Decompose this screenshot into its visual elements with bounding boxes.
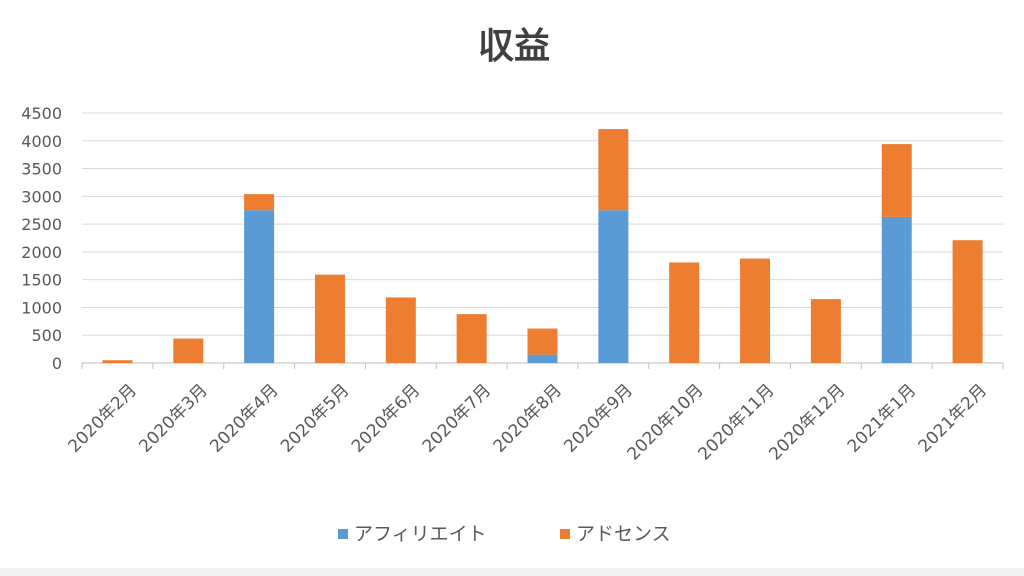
bottom-divider <box>0 568 1024 576</box>
bar-segment <box>385 297 416 363</box>
x-tick-label: 2020年5月 <box>277 380 353 456</box>
y-axis-ticks: 0 500 1000 1500 2000 2500 3000 3500 4000 4500 <box>21 104 62 373</box>
bar-segment <box>952 240 983 363</box>
bar-segment <box>314 274 345 363</box>
x-tick-label: 2020年8月 <box>490 380 566 456</box>
chart-title: 収益 <box>478 26 550 67</box>
bars <box>102 129 983 363</box>
bar-segment <box>669 262 700 363</box>
x-tick-label: 2020年9月 <box>560 380 636 456</box>
x-tick-label: 2020年6月 <box>348 380 424 456</box>
x-axis-ticks: 2020年2月2020年3月2020年4月2020年5月2020年6月2020年… <box>65 380 992 464</box>
bar-segment <box>456 314 487 363</box>
bar-segment <box>598 129 629 211</box>
x-tick-label: 2020年4月 <box>206 380 282 456</box>
y-tick-label: 500 <box>31 326 62 345</box>
x-tick-label: 2021年2月 <box>915 380 991 456</box>
bar-segment <box>527 354 558 363</box>
y-tick-label: 4000 <box>21 132 62 151</box>
x-tick-label: 2020年2月 <box>65 380 141 456</box>
bar-segment <box>740 258 771 363</box>
legend-label: アフィリエイト <box>354 523 487 545</box>
x-tick-label: 2020年7月 <box>419 380 495 456</box>
bar-segment <box>810 299 841 363</box>
bar-segment <box>598 210 629 363</box>
y-tick-label: 4500 <box>21 104 62 123</box>
y-tick-label: 3000 <box>21 187 62 206</box>
bar-segment <box>173 338 204 363</box>
bar-segment <box>527 328 558 355</box>
x-tick-label: 2020年12月 <box>765 380 849 464</box>
x-tick-label: 2020年3月 <box>135 380 211 456</box>
y-tick-label: 2000 <box>21 243 62 262</box>
legend-label: アドセンス <box>576 523 671 545</box>
bar-segment <box>102 360 133 363</box>
y-tick-label: 1500 <box>21 271 62 290</box>
bar-segment <box>244 210 275 363</box>
legend: アフィリエイト アドセンス <box>338 523 671 545</box>
y-tick-label: 0 <box>52 354 62 373</box>
bar-segment <box>244 194 275 211</box>
y-tick-label: 3500 <box>21 160 62 179</box>
bar-segment <box>881 216 912 363</box>
y-tick-label: 2500 <box>21 215 62 234</box>
x-tick-label: 2021年1月 <box>844 380 920 456</box>
gridlines <box>81 112 1004 369</box>
y-tick-label: 1000 <box>21 298 62 317</box>
legend-swatch <box>338 529 348 539</box>
legend-swatch <box>560 529 570 539</box>
bar-segment <box>881 144 912 217</box>
